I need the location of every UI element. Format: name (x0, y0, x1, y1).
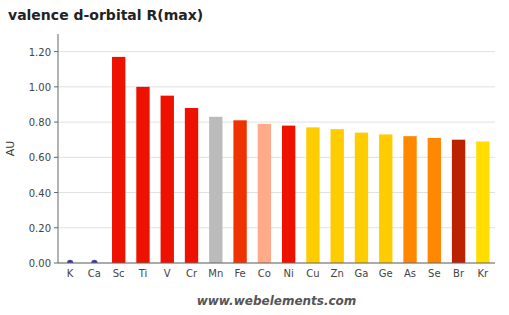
tick-label: Co (258, 268, 271, 279)
tick-label: As (404, 268, 416, 279)
tick-label: 0.20 (29, 223, 51, 234)
x-axis (58, 263, 495, 264)
tick-label: Fe (234, 268, 245, 279)
bar (282, 126, 295, 263)
tick-label: Ca (88, 268, 101, 279)
tick-label: Sc (113, 268, 125, 279)
bar (452, 140, 465, 263)
tick-label: V (164, 268, 171, 279)
tick-label: 0.60 (29, 152, 51, 163)
tick-label: Se (428, 268, 441, 279)
marks (67, 57, 489, 263)
tick-mark (54, 157, 58, 158)
bar (233, 120, 246, 263)
bar (379, 134, 392, 263)
bar (209, 117, 222, 263)
tick-mark (54, 51, 58, 52)
bar (112, 57, 125, 263)
tick-label: Ni (284, 268, 294, 279)
bar (185, 108, 198, 263)
tick-label: Zn (331, 268, 344, 279)
grid-line (58, 51, 495, 52)
bar (258, 124, 271, 263)
tick-label: 0.80 (29, 117, 51, 128)
bar (428, 138, 441, 263)
bar (403, 136, 416, 263)
title: valence d-orbital R(max) (8, 7, 203, 23)
bar (476, 141, 489, 263)
axis-label: AU (4, 141, 17, 157)
chart: valence d-orbital R(max) 0.00 0.20 0.40 0.60… (0, 0, 509, 315)
tick-mark (54, 122, 58, 123)
tick-label: Kr (478, 268, 490, 279)
tick-label: Ge (379, 268, 393, 279)
bar (306, 127, 319, 263)
tick-label: 1.00 (29, 82, 51, 93)
tick-label: Br (453, 268, 465, 279)
tick-label: Ti (138, 268, 148, 279)
bar (136, 87, 149, 263)
tick-mark (54, 227, 58, 228)
tick-label: Mn (208, 268, 223, 279)
tick-label: 1.20 (29, 47, 51, 58)
tick-label: 0.00 (29, 258, 51, 269)
tick-label: Cr (186, 268, 198, 279)
bar (161, 96, 174, 263)
bar (355, 133, 368, 263)
tick-mark (54, 86, 58, 87)
annotation: www.webelements.com (197, 294, 357, 308)
tick-mark (54, 192, 58, 193)
bar (331, 129, 344, 263)
tick-label: 0.40 (29, 188, 51, 199)
tick-label: K (67, 268, 74, 279)
tick-mark (54, 263, 58, 264)
grid-line (58, 263, 495, 264)
tick-label: Ga (355, 268, 369, 279)
y-axis (58, 34, 59, 263)
tick-label: Cu (306, 268, 319, 279)
